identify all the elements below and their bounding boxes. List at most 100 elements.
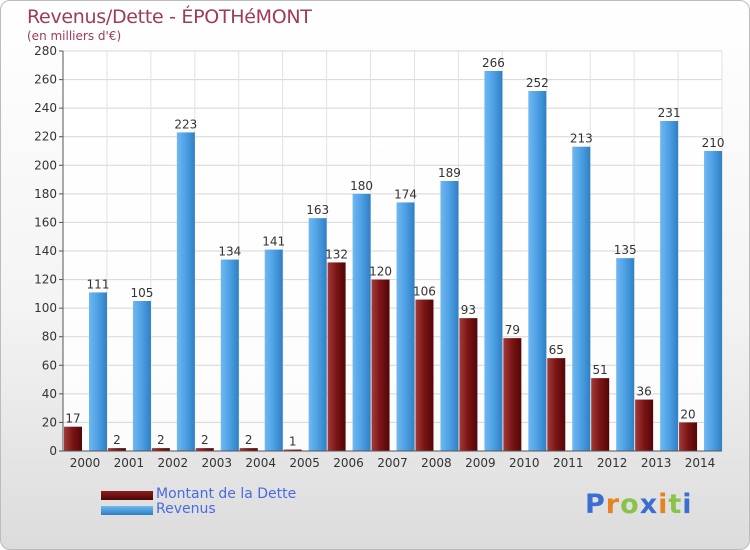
- bar-revenus: [704, 151, 723, 451]
- x-tick-label: 2010: [509, 456, 540, 470]
- bars-layer: [64, 71, 723, 451]
- x-tick-label: 2003: [201, 456, 232, 470]
- y-tick-label: 60: [42, 358, 57, 372]
- data-label-revenus: 231: [658, 106, 681, 120]
- data-label-dette: 132: [325, 247, 348, 261]
- data-label-revenus: 134: [218, 245, 241, 259]
- data-label-dette: 36: [636, 385, 651, 399]
- data-label-dette: 106: [413, 285, 436, 299]
- data-label-dette: 17: [65, 412, 80, 426]
- x-tick-label: 2009: [465, 456, 496, 470]
- y-tick-label: 80: [42, 330, 57, 344]
- data-label-dette: 2: [113, 433, 121, 447]
- bar-dette: [107, 448, 126, 451]
- data-label-dette: 93: [461, 303, 476, 317]
- logo-letter: P: [585, 489, 606, 520]
- data-label-dette: 65: [549, 343, 564, 357]
- bar-revenus: [352, 193, 371, 451]
- x-tick-label: 2007: [377, 456, 408, 470]
- y-tick-label: 140: [34, 244, 57, 258]
- data-label-revenus: 266: [482, 56, 505, 70]
- logo-letter: i: [682, 489, 693, 520]
- axis-layer: 0204060801001201401601802002202402602802…: [34, 44, 722, 470]
- bar-revenus: [176, 132, 195, 451]
- x-tick-label: 2001: [114, 456, 145, 470]
- bar-dette: [151, 448, 170, 451]
- y-tick-label: 40: [42, 387, 57, 401]
- data-label-revenus: 111: [87, 277, 110, 291]
- bar-revenus: [396, 202, 415, 451]
- bar-dette: [635, 399, 654, 451]
- bar-revenus: [220, 259, 239, 451]
- bar-revenus: [572, 146, 591, 451]
- bar-revenus: [660, 121, 679, 451]
- data-label-revenus: 135: [614, 243, 637, 257]
- bar-dette: [239, 448, 258, 451]
- data-label-dette: 79: [505, 323, 520, 337]
- y-tick-label: 240: [34, 101, 57, 115]
- chart-title: Revenus/Dette - ÉPOTHéMONT: [27, 6, 312, 28]
- data-label-dette: 20: [680, 407, 695, 421]
- bar-dette: [591, 378, 610, 451]
- bar-dette: [415, 299, 434, 451]
- legend-label-revenus: Revenus: [156, 501, 216, 517]
- data-label-dette: 51: [593, 363, 608, 377]
- data-label-revenus: 189: [438, 166, 461, 180]
- bar-revenus: [616, 258, 635, 451]
- x-tick-label: 2006: [333, 456, 364, 470]
- y-tick-label: 160: [34, 215, 57, 229]
- data-label-revenus: 163: [306, 203, 329, 217]
- logo-letter: x: [639, 489, 659, 520]
- proxiti-logo: Proxiti: [585, 489, 693, 520]
- bar-dette: [371, 279, 390, 451]
- data-label-revenus: 252: [526, 76, 549, 90]
- logo-letter: t: [668, 489, 683, 520]
- bar-dette: [679, 422, 698, 451]
- x-tick-label: 2004: [245, 456, 276, 470]
- logo-letter: i: [658, 489, 669, 520]
- data-label-revenus: 180: [350, 179, 373, 193]
- bar-dette: [283, 449, 302, 451]
- y-tick-label: 100: [34, 301, 57, 315]
- y-tick-label: 180: [34, 187, 57, 201]
- legend-item-revenus: Revenus: [101, 501, 361, 518]
- legend-label-dette: Montant de la Dette: [156, 486, 297, 502]
- y-tick-label: 200: [34, 158, 57, 172]
- data-label-revenus: 223: [174, 117, 197, 131]
- y-tick-label: 260: [34, 73, 57, 87]
- bar-dette: [64, 426, 82, 451]
- data-label-revenus: 174: [394, 187, 417, 201]
- bar-revenus: [308, 218, 327, 451]
- data-label-dette: 2: [245, 433, 253, 447]
- data-label-dette: 1: [289, 435, 297, 449]
- bar-revenus: [528, 91, 547, 451]
- x-tick-label: 2005: [289, 456, 320, 470]
- data-label-dette: 2: [157, 433, 165, 447]
- data-label-revenus: 213: [570, 132, 593, 146]
- bar-dette: [459, 318, 478, 451]
- x-tick-label: 2002: [158, 456, 189, 470]
- legend-item-dette: Montant de la Dette: [101, 486, 361, 503]
- data-label-dette: 120: [369, 265, 392, 279]
- x-tick-label: 2011: [553, 456, 584, 470]
- legend-swatch-revenus: [101, 506, 153, 515]
- y-tick-label: 280: [34, 44, 57, 58]
- x-tick-label: 2008: [421, 456, 452, 470]
- y-tick-label: 0: [49, 444, 57, 458]
- bar-revenus: [89, 292, 107, 451]
- data-label-revenus: 141: [262, 235, 285, 249]
- y-tick-label: 120: [34, 273, 57, 287]
- bar-dette: [503, 338, 522, 451]
- bar-revenus: [440, 181, 459, 451]
- bar-revenus: [264, 249, 283, 451]
- bar-dette: [547, 358, 566, 451]
- bar-dette: [327, 262, 346, 451]
- x-tick-label: 2012: [597, 456, 628, 470]
- data-label-revenus: 105: [130, 286, 153, 300]
- bar-revenus: [132, 301, 151, 451]
- bar-dette: [195, 448, 214, 451]
- labels-layer: 17 111 2 105 2 223 2 134 2 141 1 163 132 180 120 174 106…: [65, 56, 724, 449]
- y-tick-label: 20: [42, 415, 57, 429]
